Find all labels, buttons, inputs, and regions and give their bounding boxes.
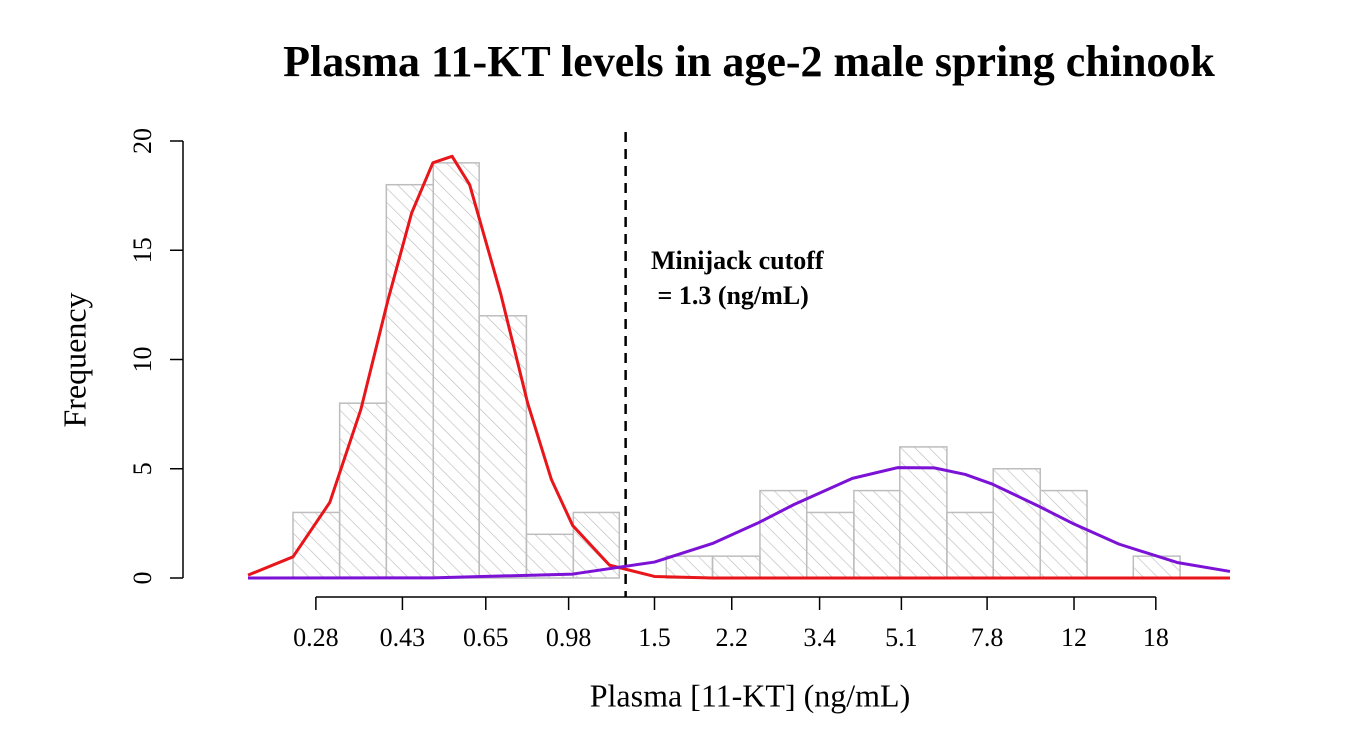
histogram-bar [338,402,388,579]
x-tick-label: 18 [1143,623,1169,652]
histogram-bar [992,468,1041,579]
x-tick-label: 0.43 [380,623,426,652]
histogram-bar [1039,489,1088,579]
histogram-bar [853,489,901,579]
y-tick-label: 10 [128,347,157,373]
annotation: Minijack cutoff [651,246,824,275]
annotation: = 1.3 (ng/mL) [651,281,809,310]
histogram-bar [1132,555,1181,579]
x-tick-label: 0.65 [463,623,509,652]
x-tick-label: 3.4 [803,623,836,652]
y-axis-label: Frequency [56,292,92,427]
histogram-bar [759,489,808,579]
chart-title: Plasma 11-KT levels in age-2 male spring… [283,37,1215,86]
y-tick-label: 20 [128,128,157,154]
histogram-bar [711,555,761,579]
x-tick-label: 0.28 [293,623,339,652]
x-axis-label: Plasma [11-KT] (ng/mL) [590,677,911,713]
x-tick-label: 2.2 [716,623,749,652]
x-tick-label: 1.5 [638,623,671,652]
y-tick-label: 15 [128,237,157,263]
histogram-bar [805,511,855,579]
histogram-bar [478,315,528,579]
histogram-bar [385,183,435,579]
histogram-bar [432,162,480,579]
histogram-bar [525,533,575,579]
x-tick-label: 12 [1061,623,1087,652]
x-tick-label: 5.1 [885,623,918,652]
histogram-bar [665,555,714,579]
y-tick-label: 5 [128,462,157,475]
fit-curve [247,154,1230,580]
x-tick-label: 0.98 [546,623,592,652]
fit-curve [247,466,1231,580]
histogram-bar [946,511,994,579]
y-tick-label: 0 [128,572,157,585]
x-tick-label: 7.8 [971,623,1004,652]
